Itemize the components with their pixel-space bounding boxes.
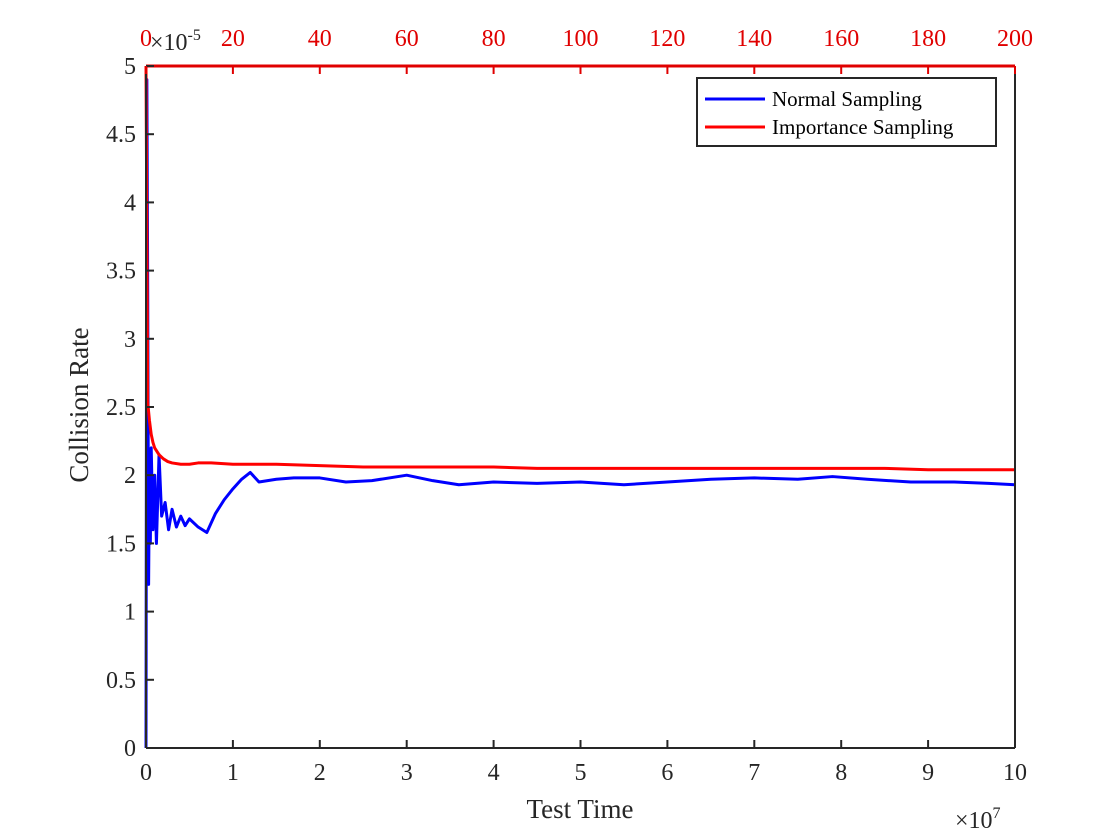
x-tick-label: 4 xyxy=(488,760,500,786)
y-tick-label: 4.5 xyxy=(106,122,136,148)
y-tick-label: 0.5 xyxy=(106,668,136,694)
y-axis-multiplier: ×10-5 xyxy=(150,27,201,56)
x-tick-label: 8 xyxy=(835,760,847,786)
y-tick-label: 1.5 xyxy=(106,531,136,557)
x-tick-label: 2 xyxy=(314,760,326,786)
x-axis-title: Test Time xyxy=(527,794,634,824)
legend: Normal Sampling Importance Sampling xyxy=(696,77,997,147)
plot-area xyxy=(146,66,1015,748)
top-tick-label: 140 xyxy=(736,26,772,52)
top-tick-label: 160 xyxy=(823,26,859,52)
top-tick-label: 180 xyxy=(910,26,946,52)
x-axis-multiplier: ×107 xyxy=(955,805,1001,834)
x-tick-label: 9 xyxy=(922,760,934,786)
y-tick-label: 5 xyxy=(124,54,136,80)
legend-importance-label: Importance Sampling xyxy=(772,115,954,139)
y-tick-label: 4 xyxy=(124,190,136,216)
top-tick-label: 60 xyxy=(395,26,419,52)
x-tick-label: 3 xyxy=(401,760,413,786)
x-tick-label: 1 xyxy=(227,760,239,786)
x-tick-label: 5 xyxy=(575,760,587,786)
y-axis-title: Collision Rate xyxy=(64,327,94,482)
series-line-normal-sampling xyxy=(144,78,1016,749)
legend-box xyxy=(696,77,997,147)
top-tick-label: 100 xyxy=(563,26,599,52)
top-tick-label: 80 xyxy=(482,26,506,52)
top-tick-label: 120 xyxy=(649,26,685,52)
y-tick-label: 1 xyxy=(124,600,136,626)
legend-normal-label: Normal Sampling xyxy=(772,87,922,111)
top-tick-label: 200 xyxy=(997,26,1033,52)
x-tick-label: 6 xyxy=(661,760,673,786)
y-tick-label: 2.5 xyxy=(106,395,136,421)
x-tick-label: 7 xyxy=(748,760,760,786)
top-tick-label: 0 xyxy=(140,26,152,52)
series-line-importance-sampling xyxy=(144,65,1015,472)
y-tick-label: 3 xyxy=(124,327,136,353)
plot-background xyxy=(146,66,1015,748)
y-tick-label: 0 xyxy=(124,736,136,762)
x-tick-label: 10 xyxy=(1003,760,1027,786)
top-tick-label: 20 xyxy=(221,26,245,52)
y-tick-label: 2 xyxy=(124,463,136,489)
series-layer xyxy=(144,65,1016,749)
y-tick-label: 3.5 xyxy=(106,259,136,285)
x-tick-label: 0 xyxy=(140,760,152,786)
top-tick-label: 40 xyxy=(308,26,332,52)
